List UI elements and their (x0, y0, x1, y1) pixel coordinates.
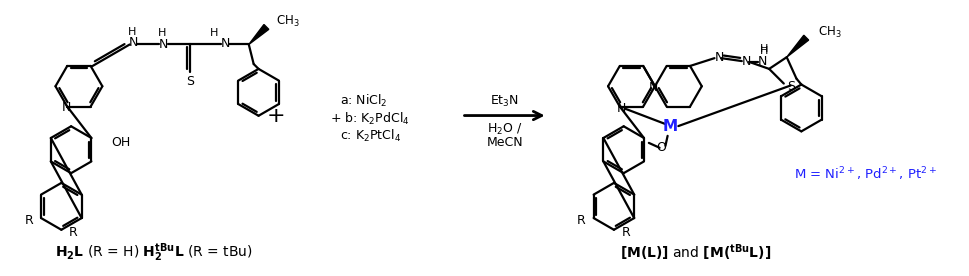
Text: H: H (127, 27, 136, 37)
Text: R: R (69, 226, 78, 239)
Text: + b: K$_2$PdCl$_4$: + b: K$_2$PdCl$_4$ (329, 110, 409, 126)
Text: N: N (129, 36, 139, 49)
Text: CH$_3$: CH$_3$ (817, 25, 841, 40)
Text: R: R (24, 214, 33, 227)
Text: H$_2$O /: H$_2$O / (486, 122, 521, 137)
Text: N: N (757, 55, 766, 68)
Text: H: H (209, 28, 218, 38)
Text: Et$_3$N: Et$_3$N (489, 94, 518, 109)
Text: $\mathbf{[M(L)]}$ and $\mathbf{[M(^{tBu}L)]}$: $\mathbf{[M(L)]}$ and $\mathbf{[M(^{tBu}… (619, 242, 770, 262)
Text: +: + (266, 105, 285, 126)
Text: N: N (616, 102, 626, 115)
Text: OH: OH (110, 136, 130, 149)
Text: M: M (662, 119, 677, 134)
Text: H: H (158, 28, 166, 38)
Text: a: NiCl$_2$: a: NiCl$_2$ (339, 93, 387, 109)
Text: S: S (787, 80, 795, 93)
Text: R: R (577, 214, 585, 227)
Text: N: N (221, 37, 230, 50)
Text: R: R (621, 226, 630, 239)
Text: N: N (61, 101, 71, 114)
Text: M = Ni$^{2+}$, Pd$^{2+}$, Pt$^{2+}$: M = Ni$^{2+}$, Pd$^{2+}$, Pt$^{2+}$ (793, 165, 936, 183)
Text: O: O (656, 141, 666, 154)
Polygon shape (786, 35, 808, 57)
Text: H: H (760, 46, 767, 56)
Text: MeCN: MeCN (485, 136, 522, 149)
Text: S: S (186, 75, 194, 88)
Text: $\mathbf{H_2L}$ (R = H) $\mathbf{H_2^{tBu}L}$ (R = tBu): $\mathbf{H_2L}$ (R = H) $\mathbf{H_2^{tB… (55, 241, 253, 264)
Text: c: K$_2$PtCl$_4$: c: K$_2$PtCl$_4$ (339, 128, 400, 144)
Text: N: N (159, 38, 169, 51)
Text: N: N (741, 55, 751, 68)
Text: N: N (647, 81, 657, 94)
Text: CH$_3$: CH$_3$ (276, 14, 299, 29)
Text: H: H (760, 44, 767, 54)
Text: N: N (714, 51, 723, 64)
Polygon shape (248, 25, 268, 44)
